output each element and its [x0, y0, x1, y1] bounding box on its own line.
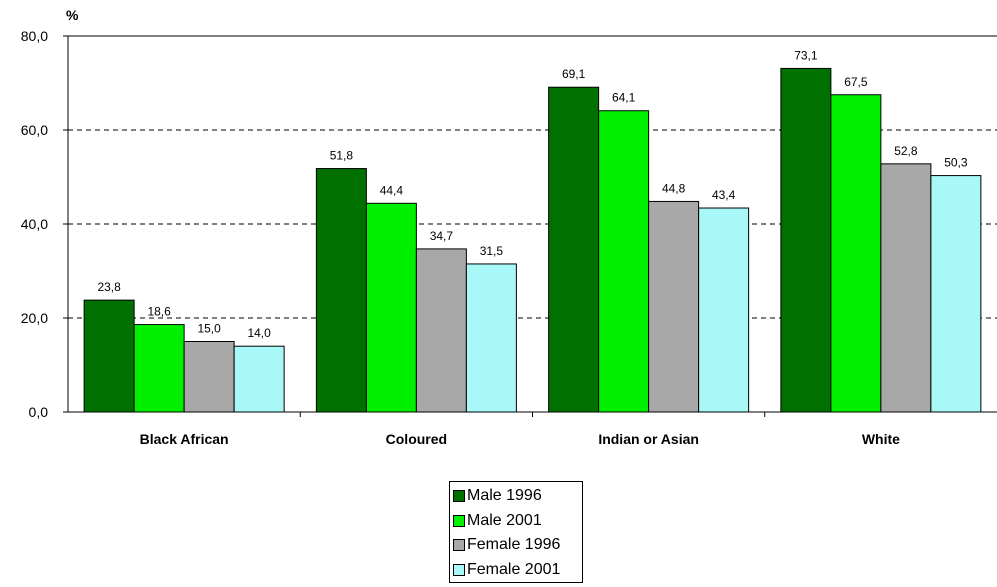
bar [415, 248, 467, 413]
y-tick-label: 80,0 [21, 28, 48, 44]
data-label: 67,5 [844, 75, 868, 89]
legend-swatch [453, 539, 465, 552]
legend-swatch [453, 563, 465, 576]
data-label: 73,1 [794, 48, 818, 62]
legend-item: Female 1996 [453, 533, 582, 558]
bar [315, 168, 367, 413]
legend-label: Female 1996 [467, 536, 561, 554]
data-label: 44,4 [380, 183, 404, 197]
bar [183, 341, 235, 413]
legend-item: Male 2001 [453, 509, 582, 534]
category-label: Indian or Asian [598, 431, 699, 447]
category-label: Black African [140, 431, 229, 447]
bar-chart: 23,8 18,6 15,0 14,0 51,8 44,4 34,7 31,5 69,1 64,1… [21, 7, 997, 447]
legend-item: Female 2001 [453, 558, 582, 583]
data-label: 52,8 [894, 144, 918, 158]
y-tick-labels: 0,0 20,0 40,0 60,0 80,0 [21, 28, 48, 420]
legend-swatch [453, 514, 465, 527]
data-label: 50,3 [944, 156, 968, 170]
legend-label: Female 2001 [467, 560, 561, 578]
y-tick-label: 0,0 [29, 404, 49, 420]
axes [63, 35, 997, 417]
legend-item: Male 1996 [453, 484, 582, 509]
bar [698, 207, 750, 413]
bar [830, 94, 882, 413]
bar [598, 110, 650, 413]
bar [930, 175, 982, 413]
data-label: 18,6 [147, 305, 171, 319]
data-label: 64,1 [612, 91, 636, 105]
data-labels: 23,8 18,6 15,0 14,0 51,8 44,4 34,7 31,5 69,1 64,1… [97, 48, 967, 340]
data-label: 14,0 [247, 326, 271, 340]
bar [548, 86, 600, 413]
data-label: 44,8 [662, 181, 686, 195]
legend: Male 1996 Male 2001 Female 1996 Female 2001 [449, 481, 583, 583]
data-label: 43,4 [712, 188, 736, 202]
y-unit-label: % [66, 7, 79, 23]
bar [365, 202, 417, 413]
data-label: 69,1 [562, 67, 586, 81]
category-labels: Black African Coloured Indian or Asian Whit… [140, 431, 900, 447]
y-tick-label: 60,0 [21, 122, 48, 138]
legend-label: Male 2001 [467, 511, 542, 529]
data-label: 34,7 [430, 229, 454, 243]
bar [83, 299, 135, 413]
data-label: 51,8 [330, 149, 354, 163]
bar [880, 163, 932, 413]
category-label: Coloured [386, 431, 447, 447]
y-tick-label: 40,0 [21, 216, 48, 232]
bars [83, 67, 982, 413]
legend-label: Male 1996 [467, 487, 542, 505]
category-label: White [862, 431, 900, 447]
data-label: 31,5 [480, 244, 504, 258]
bar [465, 263, 517, 413]
legend-swatch [453, 490, 465, 503]
data-label: 23,8 [97, 280, 121, 294]
bar [233, 345, 285, 413]
data-label: 15,0 [197, 322, 221, 336]
bar [648, 200, 700, 413]
y-tick-label: 20,0 [21, 310, 48, 326]
bar [780, 67, 832, 413]
bar [133, 324, 185, 413]
